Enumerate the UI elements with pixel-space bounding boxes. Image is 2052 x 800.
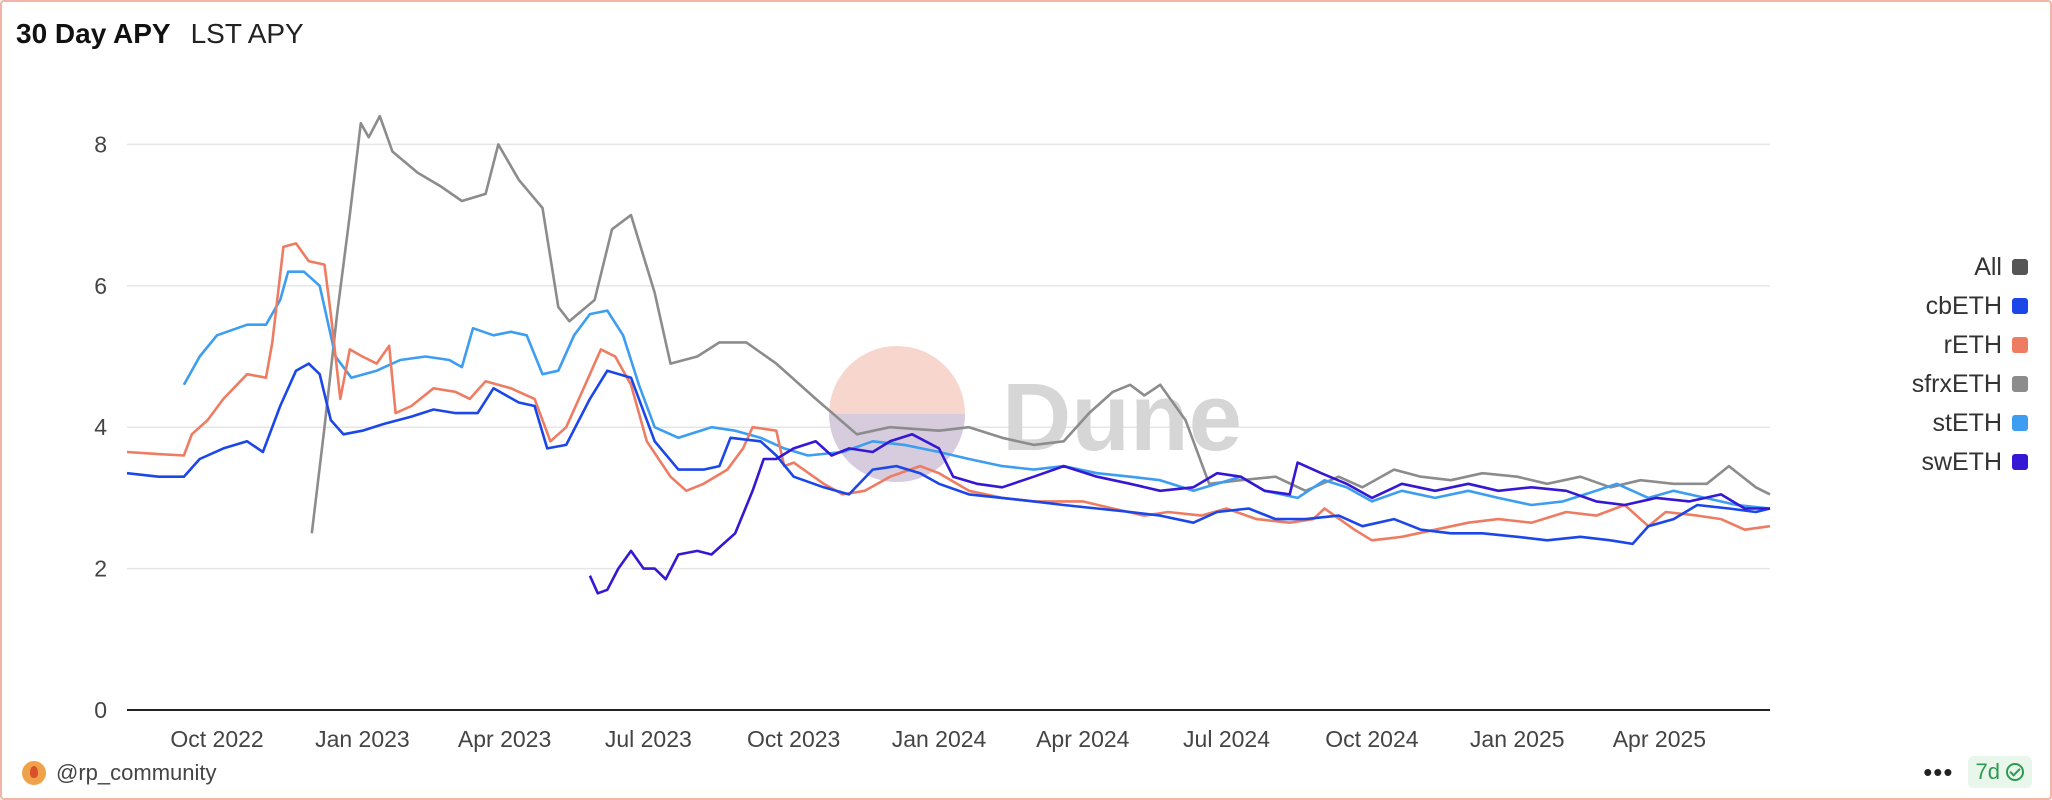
chart-title: LST APY — [190, 18, 304, 49]
legend-item-all[interactable]: All — [1974, 252, 2028, 281]
legend-swatch — [2012, 376, 2028, 392]
x-tick-label: Apr 2024 — [1036, 726, 1130, 752]
x-tick-label: Jan 2023 — [315, 726, 410, 752]
query-title: 30 Day APY — [16, 18, 171, 49]
series-line-swETH — [588, 433, 1770, 595]
legend-swatch — [2012, 337, 2028, 353]
legend-swatch — [2012, 298, 2028, 314]
y-tick-label: 2 — [94, 556, 107, 582]
check-circle-icon — [2006, 763, 2024, 781]
legend-label: rETH — [1943, 330, 2002, 359]
x-tick-label: Jan 2025 — [1470, 726, 1565, 752]
legend: All cbETH rETH sfrxETH stETH swETH — [1911, 252, 2028, 476]
legend-label: swETH — [1921, 447, 2002, 476]
y-tick-label: 4 — [94, 414, 107, 440]
legend-label: All — [1974, 252, 2002, 281]
legend-item-stETH[interactable]: stETH — [1932, 408, 2028, 437]
y-tick-label: 0 — [94, 697, 107, 723]
legend-swatch — [2012, 259, 2028, 275]
legend-item-cbETH[interactable]: cbETH — [1925, 291, 2028, 320]
refresh-interval: 7d — [1975, 759, 2000, 784]
legend-label: stETH — [1932, 408, 2002, 437]
y-axis: 0 2 4 6 8 — [94, 131, 107, 723]
avatar — [22, 761, 46, 785]
y-tick-label: 8 — [94, 131, 107, 157]
series-line-rETH — [126, 242, 1771, 542]
grid-lines — [127, 143, 1770, 711]
line-chart: Dune 0 2 4 6 8 Oct 2022 Jan 2023 Apr 2023 Jul 2… — [94, 114, 1771, 752]
legend-item-swETH[interactable]: swETH — [1921, 447, 2028, 476]
legend-item-sfrxETH[interactable]: sfrxETH — [1911, 369, 2028, 398]
legend-label: cbETH — [1925, 291, 2002, 320]
y-tick-label: 6 — [94, 273, 107, 299]
x-tick-label: Jul 2023 — [605, 726, 692, 752]
series-line-sfrxETH — [310, 114, 1771, 534]
x-tick-label: Apr 2023 — [458, 726, 551, 752]
x-axis: Oct 2022 Jan 2023 Apr 2023 Jul 2023 Oct 2023… — [170, 726, 1706, 752]
watermark-text: Dune — [1002, 364, 1242, 471]
legend-item-rETH[interactable]: rETH — [1943, 330, 2028, 359]
footer-actions: ••• 7d — [1923, 756, 2032, 788]
legend-swatch — [2012, 454, 2028, 470]
legend-swatch — [2012, 415, 2028, 431]
refresh-badge[interactable]: 7d — [1967, 756, 2032, 788]
x-tick-label: Apr 2025 — [1613, 726, 1706, 752]
x-tick-label: Oct 2022 — [170, 726, 263, 752]
series-lines — [126, 114, 1771, 595]
x-tick-label: Oct 2023 — [747, 726, 840, 752]
more-options-icon[interactable]: ••• — [1923, 757, 1954, 787]
author[interactable]: @rp_community — [22, 760, 217, 786]
x-tick-label: Jan 2024 — [892, 726, 987, 752]
chart-header: 30 Day APY LST APY — [16, 18, 304, 50]
series-line-stETH — [182, 270, 1771, 510]
series-line-cbETH — [126, 362, 1771, 546]
legend-label: sfrxETH — [1911, 369, 2002, 398]
x-tick-label: Oct 2024 — [1325, 726, 1419, 752]
x-tick-label: Jul 2024 — [1183, 726, 1270, 752]
author-handle: @rp_community — [56, 760, 217, 785]
